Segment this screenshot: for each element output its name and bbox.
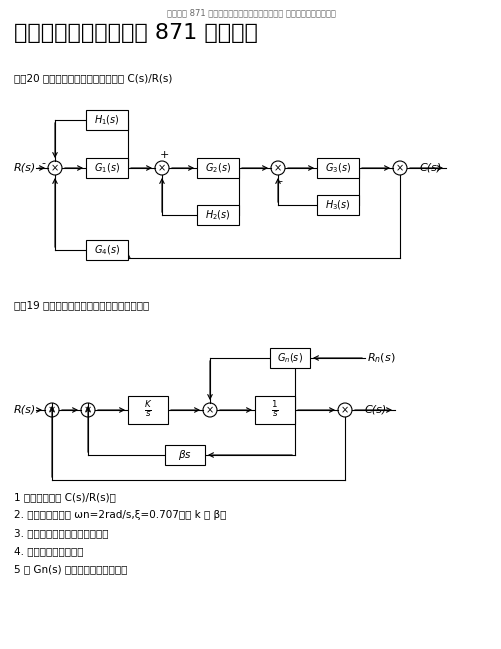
Text: $G_n(s)$: $G_n(s)$ [277, 351, 303, 365]
FancyBboxPatch shape [316, 195, 358, 215]
Text: $\beta s$: $\beta s$ [178, 448, 191, 462]
Text: 一（20 年第一题）使用结构图化简求 C(s)/R(s): 一（20 年第一题）使用结构图化简求 C(s)/R(s) [14, 73, 172, 83]
Text: $R_n(s)$: $R_n(s)$ [366, 351, 395, 365]
Text: 二（19 年第二题）系统结构图如图所示，求：: 二（19 年第二题）系统结构图如图所示，求： [14, 300, 149, 310]
FancyBboxPatch shape [255, 396, 295, 424]
FancyBboxPatch shape [196, 205, 238, 225]
Text: $G_4(s)$: $G_4(s)$ [94, 243, 120, 257]
FancyBboxPatch shape [165, 445, 204, 465]
Text: ×: × [274, 163, 282, 173]
Text: 3. 此时的超调量以及调节时间。: 3. 此时的超调量以及调节时间。 [14, 528, 108, 538]
Text: ×: × [48, 405, 56, 415]
FancyBboxPatch shape [196, 158, 238, 178]
Text: $G_2(s)$: $G_2(s)$ [204, 161, 230, 175]
FancyBboxPatch shape [270, 348, 310, 368]
Text: -: - [41, 158, 45, 168]
Text: ×: × [395, 163, 403, 173]
Text: $\frac{K}{s}$: $\frac{K}{s}$ [144, 400, 152, 421]
Text: 需要川大 871 自控真题、期末试卷等考研资料扣 二六七九七三一六三四: 需要川大 871 自控真题、期末试卷等考研资料扣 二六七九七三一六三四 [166, 8, 335, 18]
FancyBboxPatch shape [316, 158, 358, 178]
Text: ×: × [84, 405, 92, 415]
Text: C(s): C(s) [364, 405, 386, 415]
Text: $G_1(s)$: $G_1(s)$ [94, 161, 120, 175]
Text: $H_3(s)$: $H_3(s)$ [325, 198, 350, 212]
Text: 四川大学自动控制原理 871 考研真题: 四川大学自动控制原理 871 考研真题 [14, 23, 258, 43]
FancyBboxPatch shape [86, 158, 128, 178]
Text: $G_3(s)$: $G_3(s)$ [324, 161, 350, 175]
Text: +: + [159, 150, 168, 160]
Text: $\frac{1}{s}$: $\frac{1}{s}$ [271, 400, 278, 421]
Text: 4. 求系统的稳态误差。: 4. 求系统的稳态误差。 [14, 546, 83, 556]
Text: 2. 已知二阶系统的 ωn=2rad/s,ξ=0.707，求 k 与 β。: 2. 已知二阶系统的 ωn=2rad/s,ξ=0.707，求 k 与 β。 [14, 510, 226, 520]
FancyBboxPatch shape [86, 110, 128, 130]
Text: 5 求 Gn(s) 使于扰对输出无影响。: 5 求 Gn(s) 使于扰对输出无影响。 [14, 564, 127, 574]
Text: ×: × [51, 163, 59, 173]
Text: ×: × [205, 405, 213, 415]
Text: R(s): R(s) [14, 405, 36, 415]
Text: 1 闭环传递函数 C(s)/R(s)；: 1 闭环传递函数 C(s)/R(s)； [14, 492, 116, 502]
Text: ×: × [158, 163, 166, 173]
Text: $H_2(s)$: $H_2(s)$ [205, 208, 230, 222]
Text: C(s): C(s) [419, 163, 441, 173]
Text: -: - [278, 176, 282, 186]
Text: $H_1(s)$: $H_1(s)$ [94, 113, 120, 127]
Text: R(s): R(s) [14, 163, 36, 173]
FancyBboxPatch shape [128, 396, 168, 424]
FancyBboxPatch shape [86, 240, 128, 260]
Text: ×: × [340, 405, 348, 415]
